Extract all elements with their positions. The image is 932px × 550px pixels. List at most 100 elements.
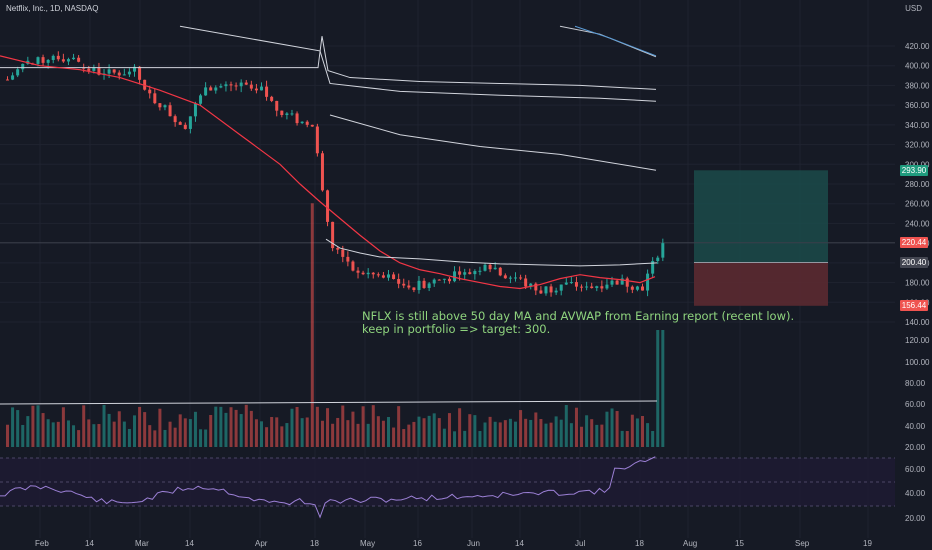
candle-body: [305, 121, 309, 125]
volume-bar: [315, 406, 319, 447]
candle-body: [320, 153, 324, 191]
candle-body: [366, 272, 370, 275]
candle-body: [356, 270, 360, 273]
volume-bar: [77, 430, 81, 447]
volume-bar: [554, 416, 558, 447]
volume-bar: [539, 419, 543, 447]
note-line-2: keep in portfolio => target: 300.: [362, 322, 551, 336]
volume-bar: [585, 415, 589, 447]
candle-body: [56, 55, 60, 60]
candle-body: [193, 103, 197, 117]
candle-body: [630, 286, 634, 290]
symbol-title: Netflix, Inc., 1D, NASDAQ: [6, 4, 99, 13]
volume-bar: [82, 405, 86, 447]
candle-body: [209, 87, 213, 91]
candle-body: [254, 88, 258, 91]
volume-bar: [529, 419, 533, 447]
volume-bar: [534, 412, 538, 447]
volume-bar: [392, 427, 396, 447]
volume-bar: [498, 422, 502, 447]
candle-body: [331, 221, 335, 249]
candle-body: [610, 280, 614, 285]
volume-tick-label: 60.00: [905, 400, 926, 409]
price-tick-label: 340.00: [905, 121, 930, 130]
candle-body: [397, 279, 401, 284]
price-tick-label: 300.00: [905, 160, 930, 169]
volume-bar: [153, 430, 157, 447]
time-axis: Feb 14 Mar 14 Apr 18 May 16 Jun 14 Jul 18 Aug 15 Sep 19: [35, 539, 872, 548]
candle-body: [574, 282, 578, 287]
candle-body: [199, 95, 203, 104]
candle-body: [529, 283, 533, 287]
volume-bar: [341, 405, 345, 447]
rsi-tick-label: 40.00: [905, 489, 926, 498]
candle-body: [595, 286, 599, 289]
rsi-line: [0, 456, 656, 519]
candle-body: [315, 126, 319, 154]
volume-bar: [519, 410, 523, 447]
candle-body: [656, 257, 660, 262]
price-badge: 293.90: [900, 164, 928, 176]
volume-bar: [656, 330, 660, 447]
volume-bar: [620, 430, 624, 447]
volume-bar: [102, 404, 106, 447]
avwap-march-line: [329, 114, 657, 171]
candle-body: [387, 274, 390, 278]
volume-bars: [0, 203, 665, 447]
candle-body: [488, 264, 492, 270]
time-tick-label: Aug: [683, 539, 697, 548]
volume-bar: [199, 429, 203, 447]
volume-tick-label: 120.00: [905, 336, 930, 345]
candle-body: [326, 190, 330, 222]
candle-body: [381, 275, 385, 278]
candle-body: [117, 72, 121, 76]
volume-bar: [117, 411, 121, 447]
candle-body: [544, 286, 548, 294]
candle-body: [641, 286, 644, 291]
volume-bar: [168, 421, 172, 447]
candle-body: [280, 110, 284, 115]
time-tick-label: 16: [413, 539, 422, 548]
candle-body: [229, 84, 233, 86]
time-tick-label: Feb: [35, 539, 49, 548]
candle-body: [188, 116, 192, 129]
volume-bar: [590, 419, 594, 447]
volume-bar: [66, 420, 70, 447]
volume-bar: [397, 406, 401, 447]
candle-body: [661, 243, 665, 258]
candle-body: [21, 63, 25, 70]
price-tick-label: 240.00: [905, 219, 930, 228]
candle-body: [524, 278, 528, 287]
candle-body: [153, 93, 157, 104]
candle-body: [615, 280, 619, 285]
volume-bar: [21, 424, 25, 447]
volume-bar: [488, 416, 492, 447]
volume-bar: [559, 419, 563, 447]
candle-body: [178, 122, 182, 125]
volume-bar: [112, 421, 116, 447]
price-tick-label: 180.00: [905, 279, 930, 288]
candle-body: [310, 124, 314, 127]
volume-bar: [300, 418, 304, 447]
candle-body: [483, 264, 487, 271]
candle-body: [143, 79, 147, 90]
candle-body: [127, 71, 131, 75]
candle-body: [447, 278, 451, 282]
price-badge: 220.44: [900, 237, 928, 249]
volume-bar: [361, 406, 365, 447]
candle-body: [46, 59, 50, 63]
candle-body: [371, 272, 375, 275]
volume-bar: [320, 420, 324, 447]
time-tick-label: 14: [515, 539, 524, 548]
volume-bar: [6, 424, 9, 447]
candle-body: [224, 84, 228, 87]
volume-bar: [204, 429, 208, 447]
candle-body: [432, 279, 436, 284]
volume-bar: [473, 415, 477, 447]
candle-body: [36, 57, 40, 64]
candle-body: [173, 116, 177, 123]
candle-body: [260, 86, 263, 91]
volume-bar: [595, 424, 599, 447]
